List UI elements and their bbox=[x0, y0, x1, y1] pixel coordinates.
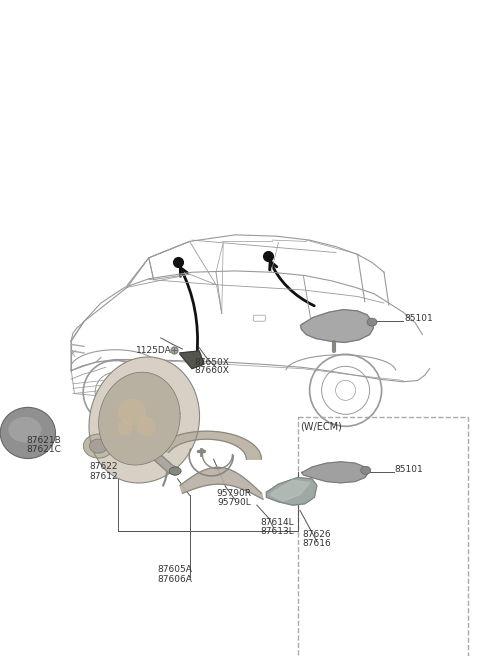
Text: K: K bbox=[71, 350, 75, 359]
Polygon shape bbox=[155, 431, 262, 459]
Ellipse shape bbox=[118, 420, 132, 436]
Text: 87613L: 87613L bbox=[261, 527, 294, 537]
Text: 87626: 87626 bbox=[302, 530, 331, 539]
Polygon shape bbox=[180, 467, 263, 499]
Ellipse shape bbox=[169, 467, 181, 475]
Text: 87621C: 87621C bbox=[26, 445, 61, 455]
Ellipse shape bbox=[89, 439, 108, 453]
Text: 95790L: 95790L bbox=[217, 498, 251, 507]
Text: 87650X: 87650X bbox=[195, 358, 229, 367]
Text: 87605A: 87605A bbox=[158, 565, 192, 575]
Polygon shape bbox=[271, 480, 310, 501]
Polygon shape bbox=[89, 357, 200, 483]
Ellipse shape bbox=[8, 417, 41, 442]
Ellipse shape bbox=[118, 399, 146, 425]
Text: 85101: 85101 bbox=[395, 465, 423, 474]
Ellipse shape bbox=[137, 417, 156, 436]
Polygon shape bbox=[266, 478, 317, 505]
Polygon shape bbox=[300, 310, 373, 342]
Text: 1125DA: 1125DA bbox=[136, 346, 171, 356]
Ellipse shape bbox=[84, 434, 113, 458]
Text: (W/ECM): (W/ECM) bbox=[300, 421, 342, 431]
Text: 87612: 87612 bbox=[89, 472, 118, 481]
Text: 95790R: 95790R bbox=[217, 489, 252, 498]
Ellipse shape bbox=[0, 407, 55, 459]
Text: 87621B: 87621B bbox=[26, 436, 61, 445]
Text: 85101: 85101 bbox=[404, 314, 433, 323]
Ellipse shape bbox=[361, 466, 371, 474]
Polygon shape bbox=[180, 351, 204, 369]
Text: 87616: 87616 bbox=[302, 539, 331, 548]
Polygon shape bbox=[301, 462, 369, 483]
Text: 87614L: 87614L bbox=[261, 518, 294, 527]
Text: 87606A: 87606A bbox=[158, 575, 192, 584]
FancyBboxPatch shape bbox=[298, 417, 468, 656]
Ellipse shape bbox=[367, 318, 377, 326]
Text: 87622: 87622 bbox=[89, 462, 118, 472]
Text: 87660X: 87660X bbox=[195, 366, 229, 375]
Polygon shape bbox=[98, 372, 180, 465]
